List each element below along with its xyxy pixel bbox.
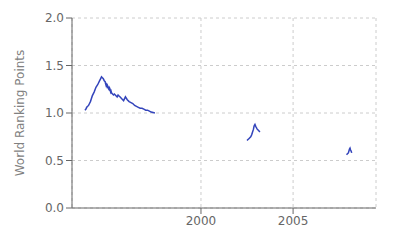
svg-text:1.0: 1.0 [45,106,64,120]
svg-text:World Ranking Points: World Ranking Points [13,50,27,177]
svg-text:2.0: 2.0 [45,11,64,25]
svg-text:0.5: 0.5 [45,154,64,168]
svg-text:2005: 2005 [278,214,309,228]
svg-text:0.0: 0.0 [45,201,64,215]
svg-text:1.5: 1.5 [45,59,64,73]
svg-text:2000: 2000 [186,214,217,228]
